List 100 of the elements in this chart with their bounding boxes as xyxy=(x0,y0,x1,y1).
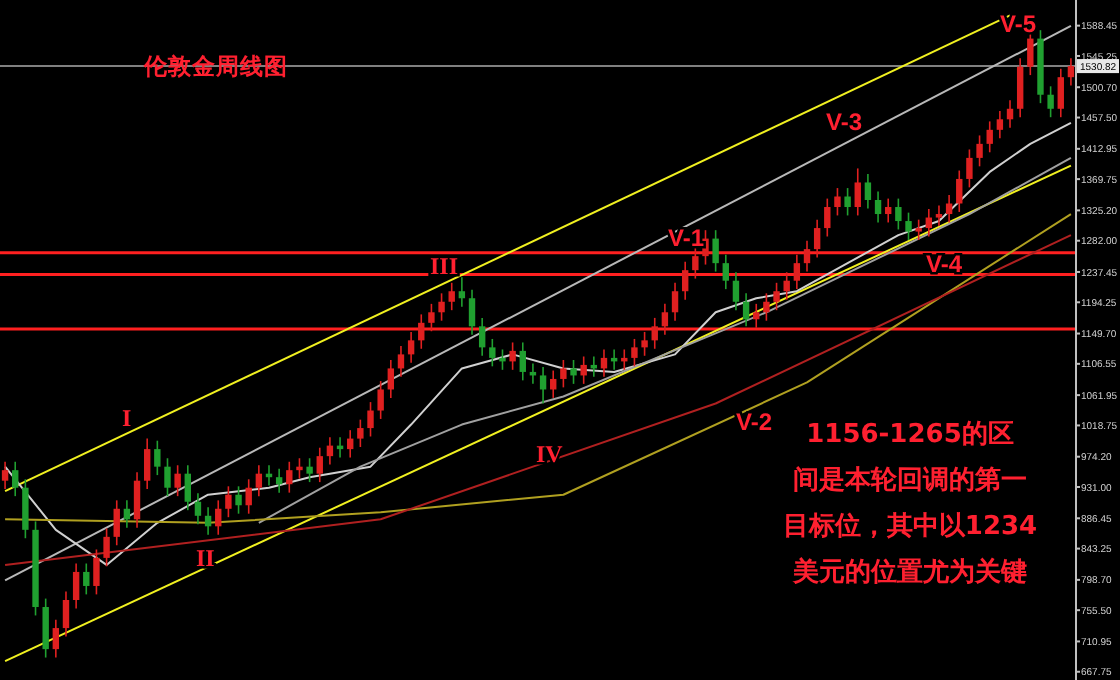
candlestick xyxy=(245,478,252,515)
candlestick xyxy=(296,457,303,480)
annotation: II xyxy=(196,544,216,572)
candlestick xyxy=(123,499,131,529)
annotation: V-2 xyxy=(736,408,773,436)
candlestick xyxy=(316,446,323,483)
candlestick xyxy=(915,218,922,241)
candlestick xyxy=(72,562,80,610)
candlestick xyxy=(874,190,882,224)
candlestick xyxy=(478,317,486,357)
candlestick xyxy=(255,464,263,497)
candlestick xyxy=(732,271,740,311)
annotation: V-4 xyxy=(926,250,963,278)
candlestick xyxy=(966,148,973,189)
candlestick xyxy=(275,467,283,494)
annotation: V-3 xyxy=(826,108,863,136)
candlestick xyxy=(996,110,1004,140)
candlestick xyxy=(397,345,405,378)
annotation: III xyxy=(430,252,459,280)
candlestick xyxy=(1006,99,1014,129)
candlestick xyxy=(824,197,831,238)
candlestick xyxy=(895,197,902,231)
candlestick xyxy=(448,282,455,311)
candlestick xyxy=(499,348,506,371)
annotation: IV xyxy=(536,440,564,468)
candlestick xyxy=(377,380,384,420)
candlestick xyxy=(458,276,466,308)
candlestick xyxy=(306,457,313,483)
candlestick xyxy=(570,359,577,385)
candlestick xyxy=(164,457,171,497)
annotation: I xyxy=(122,404,132,432)
candlestick xyxy=(235,485,242,515)
candlestick xyxy=(550,369,557,399)
candlestick xyxy=(671,282,679,322)
candlestick xyxy=(93,548,100,596)
candlestick xyxy=(813,218,821,259)
candlestick xyxy=(133,471,141,529)
candlestick xyxy=(357,418,364,448)
candlestick xyxy=(184,464,191,511)
candlestick xyxy=(347,429,354,459)
candlestick xyxy=(834,187,841,217)
candlestick xyxy=(651,317,658,350)
candlestick xyxy=(935,204,943,227)
candlestick xyxy=(143,437,151,490)
text: 伦敦金周线图 xyxy=(142,52,288,80)
candlestick xyxy=(539,366,547,405)
candlestick xyxy=(986,120,993,154)
candlestick xyxy=(42,597,49,659)
candlestick xyxy=(692,246,699,280)
candlestick xyxy=(418,313,425,350)
candlestick xyxy=(945,194,953,224)
candlestick xyxy=(773,282,780,311)
candlestick xyxy=(407,331,415,364)
candlestick xyxy=(215,499,222,536)
candlestick xyxy=(661,303,669,336)
candlestick xyxy=(367,401,374,438)
candlestick xyxy=(103,527,110,568)
candlestick xyxy=(52,618,60,659)
candlestick xyxy=(468,289,476,336)
candlestick xyxy=(722,253,729,290)
candlestick xyxy=(641,331,648,357)
candlestick xyxy=(600,348,608,378)
candlestick xyxy=(925,208,933,238)
candlestick xyxy=(194,492,202,526)
candlestick xyxy=(174,464,181,497)
candlestick xyxy=(1047,85,1054,118)
candlestick xyxy=(1057,67,1064,118)
candlestick xyxy=(12,460,19,497)
candlestick xyxy=(489,338,496,368)
candlestick xyxy=(681,260,689,301)
candlestick xyxy=(22,478,29,540)
candlestick xyxy=(1,460,9,490)
candlestick xyxy=(560,359,567,389)
candlestick xyxy=(844,187,851,217)
candlestick xyxy=(864,173,872,210)
candlestick xyxy=(509,341,516,371)
candlestick xyxy=(956,169,963,213)
candlestick xyxy=(62,590,70,638)
candlestick xyxy=(113,499,120,547)
candlestick xyxy=(83,562,90,596)
candlestick xyxy=(803,239,811,273)
candlestick xyxy=(885,197,892,224)
candlestick xyxy=(763,292,770,322)
candlestick xyxy=(753,303,760,329)
candlestick xyxy=(438,292,445,322)
candlestick xyxy=(204,506,212,536)
candlestick xyxy=(580,355,587,385)
candlestick xyxy=(793,253,801,290)
candlestick xyxy=(905,211,912,241)
candlestick xyxy=(326,436,334,466)
candlestick xyxy=(428,303,435,333)
candlestick xyxy=(783,271,790,301)
candlestick xyxy=(225,485,232,518)
candlestick xyxy=(1016,57,1024,118)
candlestick xyxy=(387,359,395,399)
candlestick xyxy=(154,439,161,476)
candlestick xyxy=(631,338,638,368)
candlestick xyxy=(742,292,750,328)
candlestick xyxy=(712,229,719,273)
candlestick xyxy=(286,460,293,494)
